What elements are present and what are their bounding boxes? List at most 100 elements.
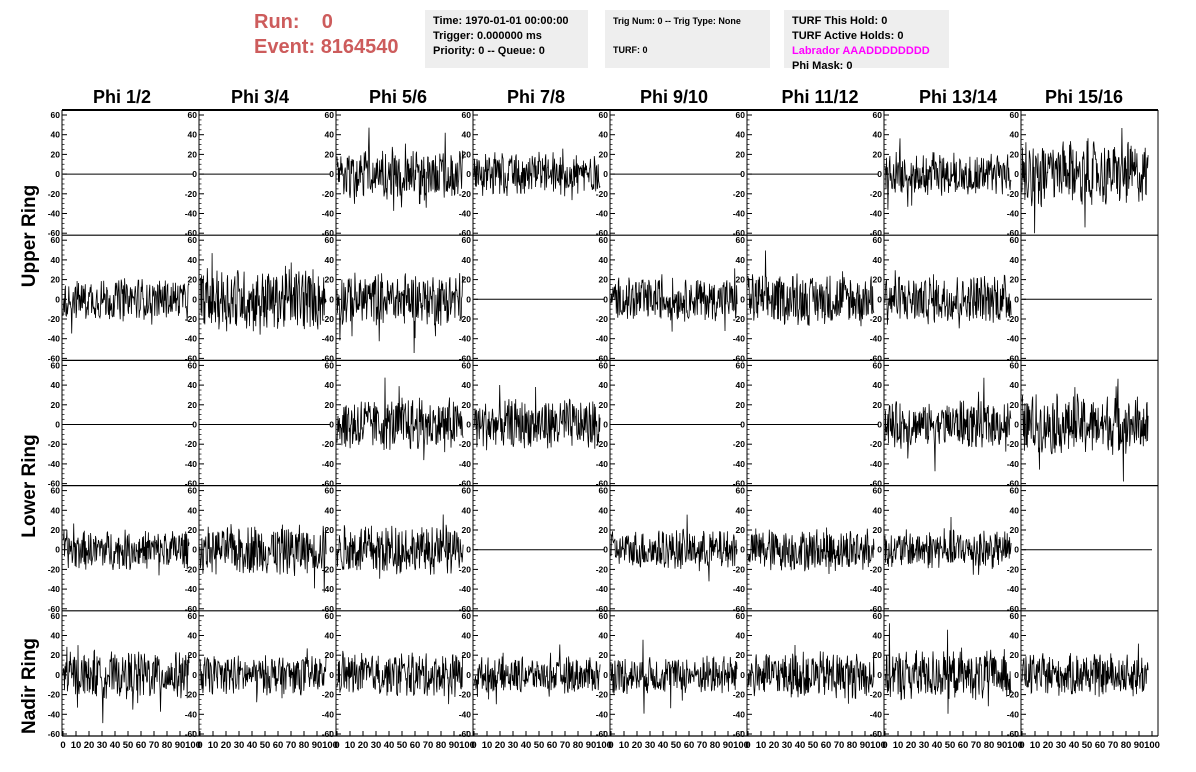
y-tick-label-r4-c7-2: 20 (1010, 650, 1020, 660)
y-tick-label-r4-c4-6: -60 (596, 729, 609, 739)
y-tick-label-r4-c1-4: -20 (185, 690, 198, 700)
x-tick-label-c3-1: 10 (482, 740, 493, 751)
y-tick-label-r0-c5-0: 60 (736, 110, 746, 120)
trig-text: Trig Num: 0 -- Trig Type: None (613, 16, 741, 26)
y-tick-label-r3-c1-2: 20 (188, 525, 198, 535)
y-tick-label-r4-c6-1: 40 (873, 631, 883, 641)
y-tick-label-r1-c3-1: 40 (462, 255, 472, 265)
x-tick-label-c5-1: 10 (756, 740, 767, 751)
y-tick-label-r2-c6-5: -40 (870, 459, 883, 469)
x-tick-label-c2-5: 50 (397, 740, 408, 751)
y-tick-label-r4-c0-4: -20 (48, 690, 61, 700)
y-tick-label-r2-c0-3: 0 (55, 420, 60, 430)
y-tick-label-r2-c1-4: -20 (185, 439, 198, 449)
x-tick-label-c0-6: 60 (136, 740, 147, 751)
x-tick-label-c0-8: 80 (162, 740, 173, 751)
y-tick-label-r2-c4-6: -60 (596, 479, 609, 489)
phi-mask-text: Phi Mask: 0 (792, 60, 853, 72)
waveform-trace-r1-c5 (747, 250, 875, 327)
y-tick-label-r1-c6-5: -40 (870, 334, 883, 344)
y-tick-label-r2-c3-6: -60 (459, 479, 472, 489)
y-tick-label-r2-c0-4: -20 (48, 439, 61, 449)
turf-active-holds-text: TURF Active Holds: 0 (792, 30, 904, 42)
y-tick-label-r4-c2-1: 40 (325, 631, 335, 641)
y-tick-label-r3-c6-5: -40 (870, 584, 883, 594)
x-tick-label-c5-6: 60 (821, 740, 832, 751)
y-tick-label-r1-c0-4: -20 (48, 314, 61, 324)
y-tick-label-r2-c3-5: -40 (459, 459, 472, 469)
y-tick-label-r0-c5-1: 40 (736, 130, 746, 140)
y-tick-label-r1-c4-3: 0 (603, 294, 608, 304)
y-tick-label-r4-c4-3: 0 (603, 670, 608, 680)
y-tick-label-r1-c6-3: 0 (877, 294, 882, 304)
y-tick-label-r2-c2-4: -20 (322, 439, 335, 449)
y-tick-label-r0-c4-6: -60 (596, 228, 609, 238)
y-tick-label-r2-c4-2: 20 (599, 400, 609, 410)
x-tick-label-c2-4: 40 (384, 740, 395, 751)
y-tick-label-r4-c6-6: -60 (870, 729, 883, 739)
y-tick-label-r2-c0-2: 20 (51, 400, 61, 410)
y-tick-label-r1-c4-2: 20 (599, 275, 609, 285)
x-tick-label-c4-10: 100 (733, 740, 749, 751)
x-tick-label-c3-0: 0 (471, 740, 476, 751)
waveform-trace-r4-c6 (885, 623, 1012, 714)
event-value: 8164540 (320, 36, 399, 58)
waveform-trace-r1-c4 (610, 268, 738, 332)
y-tick-label-r0-c4-0: 60 (599, 110, 609, 120)
y-tick-label-r3-c4-0: 60 (599, 486, 609, 496)
waveform-trace-r4-c4 (610, 639, 738, 714)
x-tick-label-c7-10: 100 (1144, 740, 1160, 751)
y-tick-label-r4-c2-3: 0 (329, 670, 334, 680)
y-tick-label-r3-c6-2: 20 (873, 525, 883, 535)
y-tick-label-r4-c2-5: -40 (322, 709, 335, 719)
y-tick-label-r4-c2-4: -20 (322, 690, 335, 700)
y-tick-label-r1-c0-0: 60 (51, 235, 61, 245)
trigger-text: Trigger: 0.000000 ms (433, 30, 542, 42)
y-tick-label-r0-c6-0: 60 (873, 110, 883, 120)
x-tick-label-c3-8: 80 (573, 740, 584, 751)
x-tick-label-c7-3: 30 (1056, 740, 1067, 751)
y-tick-label-r3-c5-6: -60 (733, 604, 746, 614)
x-tick-label-c6-10: 100 (1007, 740, 1023, 751)
x-tick-label-c0-9: 90 (175, 740, 186, 751)
x-tick-label-c1-4: 40 (247, 740, 258, 751)
x-tick-label-c7-8: 80 (1121, 740, 1132, 751)
x-tick-label-c6-6: 60 (958, 740, 969, 751)
y-tick-label-r1-c3-3: 0 (466, 294, 471, 304)
y-tick-label-r1-c4-4: -20 (596, 314, 609, 324)
y-tick-label-r0-c6-5: -40 (870, 209, 883, 219)
y-tick-label-r1-c0-5: -40 (48, 334, 61, 344)
y-tick-label-r0-c0-0: 60 (51, 110, 61, 120)
y-tick-label-r4-c4-1: 40 (599, 631, 609, 641)
y-tick-label-r2-c2-2: 20 (325, 400, 335, 410)
y-tick-label-r0-c5-2: 20 (736, 149, 746, 159)
y-tick-label-r4-c7-4: -20 (1007, 690, 1020, 700)
x-tick-label-c7-9: 90 (1134, 740, 1145, 751)
x-tick-label-c0-5: 50 (123, 740, 134, 751)
y-tick-label-r3-c1-6: -60 (185, 604, 198, 614)
y-tick-label-r2-c4-3: 0 (603, 420, 608, 430)
y-tick-label-r3-c2-1: 40 (325, 505, 335, 515)
y-tick-label-r1-c1-6: -60 (185, 353, 198, 363)
y-tick-label-r3-c3-4: -20 (459, 564, 472, 574)
y-tick-label-r3-c5-3: 0 (740, 545, 745, 555)
y-tick-label-r3-c7-0: 60 (1010, 486, 1020, 496)
y-tick-label-r1-c7-4: -20 (1007, 314, 1020, 324)
y-tick-label-r4-c3-6: -60 (459, 729, 472, 739)
y-tick-label-r1-c0-3: 0 (55, 294, 60, 304)
labrador-text: Labrador AAADDDDDDDD (792, 45, 930, 57)
y-tick-label-r4-c7-3: 0 (1014, 670, 1019, 680)
y-tick-label-r2-c5-5: -40 (733, 459, 746, 469)
y-tick-label-r1-c1-5: -40 (185, 334, 198, 344)
x-tick-label-c2-2: 20 (358, 740, 369, 751)
y-tick-label-r4-c1-6: -60 (185, 729, 198, 739)
y-tick-label-r3-c3-2: 20 (462, 525, 472, 535)
y-tick-label-r0-c2-1: 40 (325, 130, 335, 140)
y-tick-label-r0-c4-5: -40 (596, 209, 609, 219)
y-tick-label-r4-c5-1: 40 (736, 631, 746, 641)
y-tick-label-r0-c2-6: -60 (322, 228, 335, 238)
y-tick-label-r3-c6-4: -20 (870, 564, 883, 574)
x-tick-label-c3-2: 20 (495, 740, 506, 751)
y-tick-label-r0-c0-1: 40 (51, 130, 61, 140)
x-tick-label-c1-3: 30 (234, 740, 245, 751)
